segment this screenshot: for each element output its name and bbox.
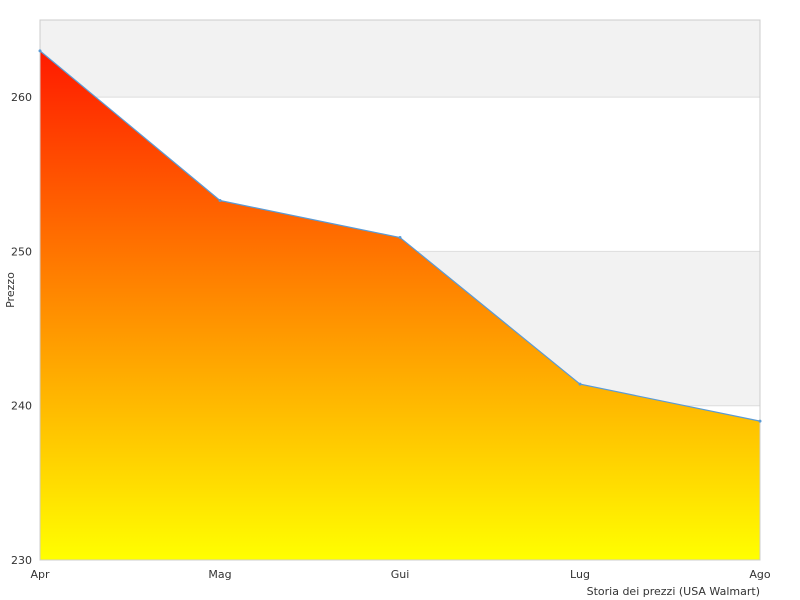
x-tick-label: Mag — [208, 568, 231, 581]
data-point — [38, 49, 42, 53]
y-tick-labels: 230 240 250 260 — [11, 91, 32, 567]
data-points — [38, 49, 762, 423]
price-area — [40, 50, 760, 560]
y-tick-label: 230 — [11, 554, 32, 567]
y-tick-label: 260 — [11, 91, 32, 104]
x-axis-title: Storia dei prezzi (USA Walmart) — [587, 585, 760, 598]
x-tick-label: Lug — [570, 568, 590, 581]
data-point — [578, 382, 582, 386]
data-point — [398, 236, 402, 240]
y-axis-title: Prezzo — [4, 272, 17, 308]
x-tick-label: Gui — [391, 568, 410, 581]
x-tick-label: Apr — [30, 568, 50, 581]
x-tick-labels: Apr Mag Gui Lug Ago — [30, 568, 770, 581]
plot-band — [40, 20, 760, 98]
data-point — [758, 419, 762, 423]
y-tick-label: 250 — [11, 245, 32, 258]
y-tick-label: 240 — [11, 400, 32, 413]
data-point — [218, 199, 222, 203]
plot-frame — [39, 19, 761, 561]
x-tick-label: Ago — [749, 568, 771, 581]
